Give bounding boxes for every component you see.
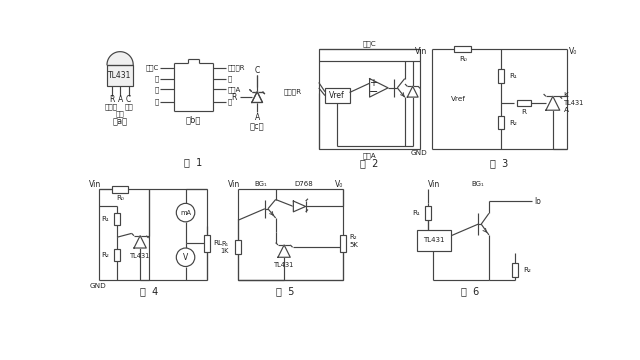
Text: BG₁: BG₁	[255, 181, 268, 187]
Text: Vin: Vin	[415, 47, 428, 56]
Text: 参考极: 参考极	[104, 103, 117, 110]
Bar	[319, 49, 420, 149]
Text: （a）: （a）	[113, 117, 127, 126]
Text: V₀: V₀	[569, 47, 577, 56]
Text: V: V	[183, 253, 188, 262]
Text: Vin: Vin	[90, 180, 102, 189]
Text: −: −	[369, 87, 378, 98]
Polygon shape	[107, 52, 133, 65]
Text: 空: 空	[154, 86, 159, 93]
Text: 参考极R: 参考极R	[284, 89, 302, 95]
Polygon shape	[407, 86, 418, 97]
Text: R₀: R₀	[116, 195, 124, 201]
Polygon shape	[252, 92, 262, 103]
Text: TL431: TL431	[108, 71, 132, 80]
Bar	[425, 206, 431, 220]
Text: 空: 空	[154, 75, 159, 82]
Text: R: R	[521, 109, 526, 116]
Text: GND: GND	[411, 150, 428, 156]
Text: 参考极R: 参考极R	[228, 64, 245, 71]
Text: GND: GND	[90, 283, 106, 289]
Text: 空: 空	[228, 98, 232, 105]
Text: 图  6: 图 6	[461, 286, 479, 296]
Text: （c）: （c）	[250, 122, 264, 131]
Bar	[235, 240, 241, 254]
Text: 阴极C: 阴极C	[363, 41, 376, 47]
Text: 空: 空	[228, 75, 232, 82]
Text: R: R	[231, 93, 236, 102]
Text: 阳极A: 阳极A	[363, 152, 376, 159]
Text: Vin: Vin	[228, 180, 240, 189]
Bar	[114, 213, 120, 225]
Text: R₂: R₂	[523, 266, 531, 273]
Text: 空: 空	[154, 98, 159, 105]
Text: TL431: TL431	[274, 262, 294, 268]
Polygon shape	[134, 236, 147, 248]
Text: 图  3: 图 3	[490, 158, 508, 168]
Text: R: R	[109, 95, 115, 104]
Text: R₂: R₂	[102, 252, 109, 258]
Text: RL: RL	[213, 240, 222, 246]
Text: R₁: R₁	[413, 210, 420, 216]
Text: Vref: Vref	[330, 91, 345, 100]
Text: C: C	[255, 66, 260, 75]
Bar	[114, 249, 120, 261]
Text: Vin: Vin	[428, 180, 440, 189]
Text: R₁: R₁	[509, 73, 517, 79]
Text: TL431: TL431	[564, 100, 584, 106]
Bar	[204, 235, 210, 252]
Text: K: K	[564, 92, 568, 98]
Bar	[498, 116, 504, 130]
Bar	[512, 263, 518, 276]
Text: Vref: Vref	[451, 96, 466, 102]
Text: 图  1: 图 1	[184, 158, 202, 167]
Text: 5K: 5K	[349, 242, 358, 248]
Text: A: A	[255, 113, 260, 122]
Text: 阳极A: 阳极A	[228, 86, 241, 93]
Text: R₁: R₁	[102, 216, 109, 222]
Text: V₀: V₀	[335, 180, 344, 189]
Polygon shape	[369, 78, 388, 97]
Text: Io: Io	[534, 197, 541, 206]
Bar	[113, 186, 128, 193]
Bar	[340, 235, 346, 252]
Text: +: +	[369, 78, 378, 88]
Bar	[325, 88, 349, 103]
Bar	[516, 100, 531, 106]
Text: 图  4: 图 4	[140, 286, 159, 296]
Text: A: A	[564, 107, 568, 113]
Polygon shape	[278, 245, 291, 257]
Text: mA: mA	[180, 210, 191, 216]
Text: BG₁: BG₁	[472, 181, 484, 187]
Text: （b）: （b）	[186, 116, 201, 125]
Text: R₂: R₂	[509, 120, 517, 126]
Bar	[454, 46, 471, 53]
Circle shape	[176, 203, 195, 222]
Text: TL431: TL431	[423, 237, 444, 243]
Circle shape	[176, 248, 195, 266]
Polygon shape	[293, 201, 306, 212]
Text: D768: D768	[294, 181, 313, 187]
Text: 图  5: 图 5	[276, 286, 294, 296]
Text: C: C	[126, 95, 131, 104]
Polygon shape	[546, 96, 560, 110]
Bar	[498, 69, 504, 83]
Text: R₀: R₀	[459, 55, 467, 62]
Text: 阴极C: 阴极C	[145, 64, 159, 71]
Text: 阳极: 阳极	[116, 110, 124, 117]
Text: 阴极: 阴极	[124, 103, 133, 110]
Text: A: A	[118, 95, 123, 104]
Bar	[417, 230, 451, 251]
Text: R₂: R₂	[349, 234, 357, 240]
Bar	[107, 65, 133, 86]
Text: R₁
1K: R₁ 1K	[220, 241, 228, 254]
Text: TL431: TL431	[130, 253, 150, 259]
Text: 图  2: 图 2	[360, 158, 379, 168]
Polygon shape	[252, 92, 262, 103]
